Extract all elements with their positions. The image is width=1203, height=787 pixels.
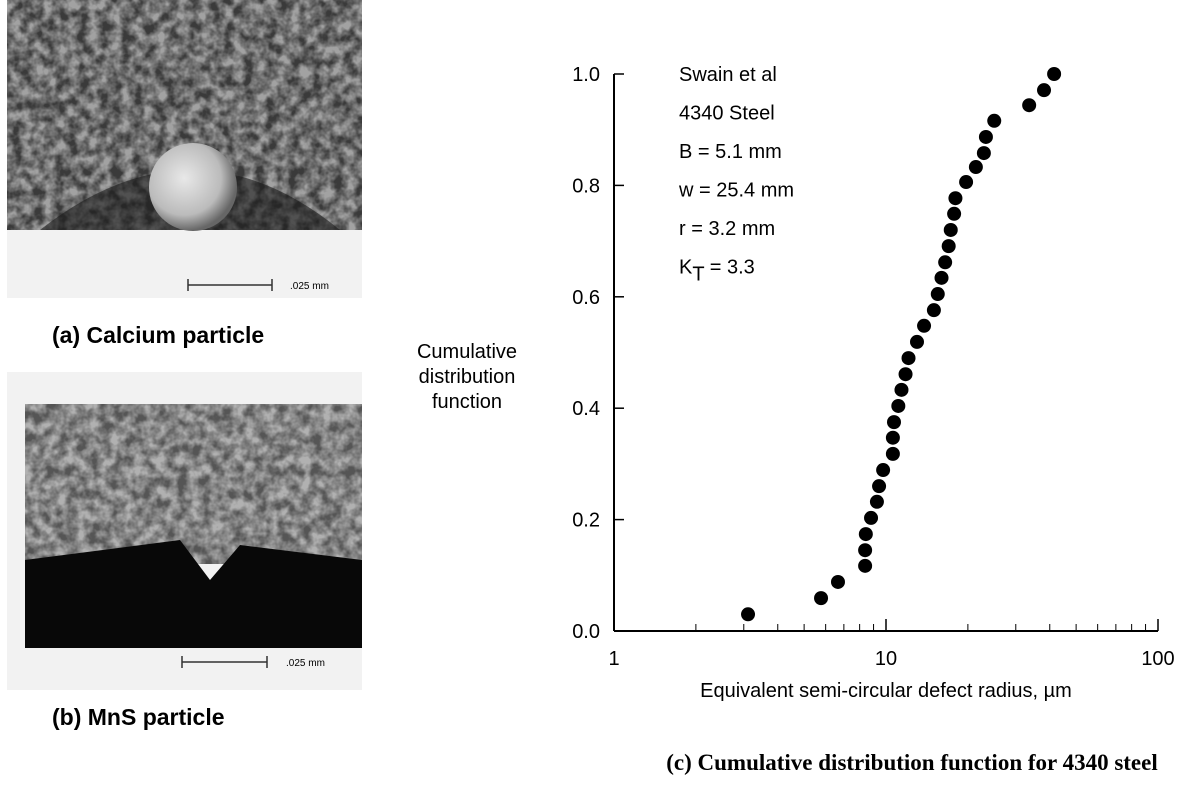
data-point <box>741 607 756 622</box>
data-point <box>959 175 974 190</box>
annotation: B = 5.1 mm <box>679 141 782 163</box>
annotation: Swain et al <box>679 64 777 86</box>
y-tick-label: 1.0 <box>572 64 600 86</box>
y-tick-label: 0.0 <box>572 621 600 643</box>
y-tick-label: 0.6 <box>572 287 600 309</box>
chart-caption: (c) Cumulative distribution function for… <box>666 750 1158 775</box>
data-point <box>858 527 873 542</box>
data-point <box>909 334 924 349</box>
data-point <box>898 367 913 382</box>
data-point <box>1022 98 1037 113</box>
annotation-part: K <box>679 257 693 279</box>
data-point <box>930 287 945 302</box>
scale-label: .025 mm <box>286 658 325 669</box>
annotation: r = 3.2 mm <box>679 218 775 240</box>
x-tick-label: 1 <box>608 648 619 670</box>
annotation-part: = 3.3 <box>704 257 755 279</box>
data-point <box>876 463 891 478</box>
y-axis-label: Cumulative <box>417 341 517 363</box>
data-point <box>917 318 932 333</box>
photo-a: .025 mm <box>7 0 362 298</box>
data-point <box>814 591 829 606</box>
panel-caption: (a) Calcium particle <box>52 322 264 348</box>
data-point <box>941 239 956 254</box>
panel-caption: (b) MnS particle <box>52 704 225 730</box>
data-point <box>885 446 900 461</box>
y-tick-label: 0.4 <box>572 398 600 420</box>
annotation-part: T <box>692 264 704 286</box>
data-point <box>885 430 900 445</box>
scale-label: .025 mm <box>290 281 329 292</box>
data-point <box>976 146 991 161</box>
data-point <box>943 222 958 237</box>
data-point <box>901 351 916 366</box>
data-point <box>894 382 909 397</box>
y-tick-label: 0.8 <box>572 175 600 197</box>
data-point <box>858 558 873 573</box>
data-point <box>891 398 906 413</box>
annotation: w = 25.4 mm <box>678 180 794 202</box>
x-tick-label: 10 <box>875 648 897 670</box>
data-point <box>934 270 949 285</box>
x-axis-label: Equivalent semi-circular defect radius, … <box>700 680 1072 702</box>
data-point <box>947 206 962 221</box>
data-point <box>987 113 1002 128</box>
annotation: 4340 Steel <box>679 103 775 125</box>
annotation: KT = 3.3 <box>679 257 755 286</box>
data-point <box>1037 83 1052 98</box>
data-point <box>968 160 983 175</box>
data-point <box>869 494 884 509</box>
y-axis-label: function <box>432 391 502 413</box>
data-point <box>926 303 941 318</box>
data-point <box>978 129 993 144</box>
data-point <box>1047 67 1062 81</box>
data-point <box>948 191 963 206</box>
data-point <box>938 255 953 270</box>
data-point <box>886 415 901 430</box>
y-axis-label: distribution <box>419 366 516 388</box>
data-point <box>872 479 887 494</box>
data-point <box>830 574 845 589</box>
x-tick-label: 100 <box>1141 648 1174 670</box>
photo-b: .025 mm <box>7 372 362 690</box>
y-tick-label: 0.2 <box>572 510 600 532</box>
data-point <box>864 510 879 525</box>
data-point <box>858 543 873 558</box>
